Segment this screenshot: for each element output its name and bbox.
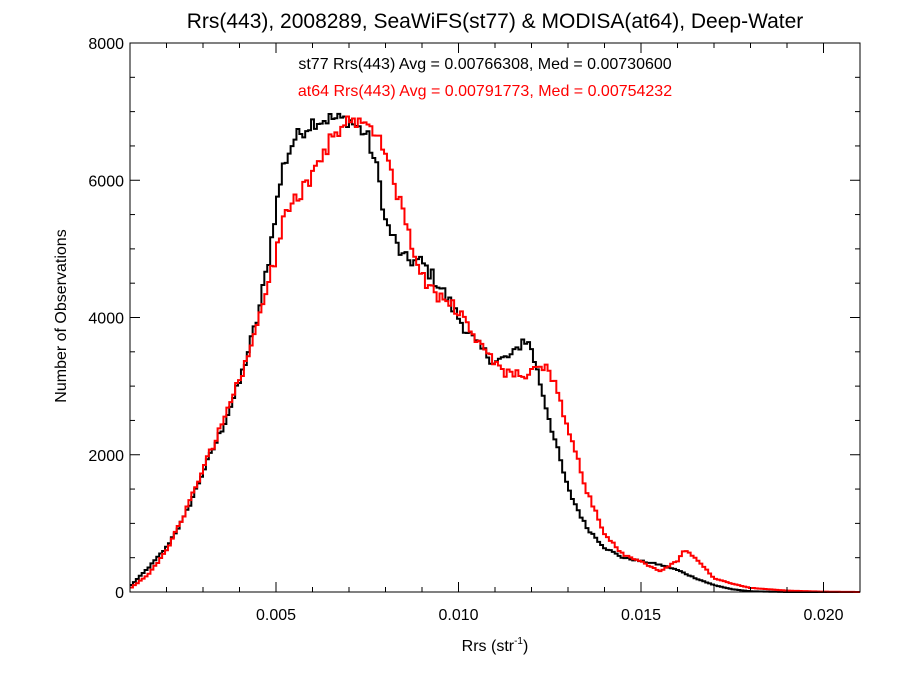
tick-layer: 0.005 0.010 0.015 0.020 0 2000 4000 6000 8000 (88, 36, 860, 624)
x-tick-label: 0.010 (438, 607, 478, 624)
y-axis-label: Number of Observations (53, 229, 70, 402)
plot-frame (129, 42, 861, 593)
x-axis-label-sup: -1 (514, 636, 523, 647)
stats-annotation-st77: st77 Rrs(443) Avg = 0.00766308, Med = 0.… (298, 56, 671, 73)
x-tick-label: 0.015 (621, 607, 661, 624)
y-tick-label: 4000 (88, 311, 124, 328)
y-tick-label: 2000 (88, 448, 124, 465)
x-axis-label-end: ) (523, 638, 528, 655)
x-tick-label: 0.005 (256, 607, 296, 624)
y-tick-label: 8000 (88, 36, 124, 53)
x-axis-label-text: Rrs (str (462, 638, 515, 655)
series-line-at64 (130, 115, 860, 593)
x-tick-label: 0.020 (803, 607, 843, 624)
y-tick-label: 6000 (88, 173, 124, 190)
series-line-st77 (130, 112, 860, 593)
chart-title: Rrs(443), 2008289, SeaWiFS(st77) & MODIS… (187, 10, 804, 33)
y-tick-label: 0 (115, 585, 124, 602)
stats-annotation-at64: at64 Rrs(443) Avg = 0.00791773, Med = 0.… (298, 83, 672, 100)
series-layer (130, 112, 860, 593)
x-axis-label: Rrs (str-1) (462, 636, 529, 655)
